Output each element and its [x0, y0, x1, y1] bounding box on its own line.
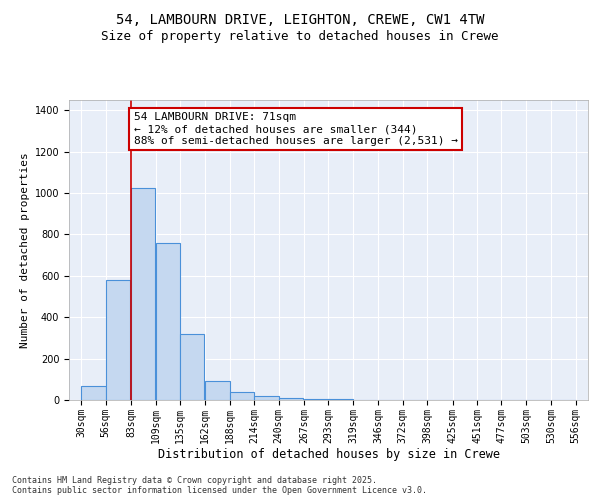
Bar: [155, 243, 180, 400]
Bar: [230, 392, 254, 400]
Bar: [81, 386, 106, 400]
Bar: [106, 280, 130, 400]
Bar: [180, 334, 205, 400]
Bar: [278, 398, 303, 400]
Bar: [254, 396, 278, 400]
X-axis label: Distribution of detached houses by size in Crewe: Distribution of detached houses by size …: [157, 448, 499, 462]
Bar: [131, 188, 155, 400]
Y-axis label: Number of detached properties: Number of detached properties: [20, 152, 31, 348]
Bar: [304, 399, 329, 400]
Text: Contains HM Land Registry data © Crown copyright and database right 2025.
Contai: Contains HM Land Registry data © Crown c…: [12, 476, 427, 495]
Text: Size of property relative to detached houses in Crewe: Size of property relative to detached ho…: [101, 30, 499, 43]
Text: 54 LAMBOURN DRIVE: 71sqm
← 12% of detached houses are smaller (344)
88% of semi-: 54 LAMBOURN DRIVE: 71sqm ← 12% of detach…: [134, 112, 458, 146]
Bar: [205, 382, 230, 400]
Text: 54, LAMBOURN DRIVE, LEIGHTON, CREWE, CW1 4TW: 54, LAMBOURN DRIVE, LEIGHTON, CREWE, CW1…: [116, 12, 484, 26]
